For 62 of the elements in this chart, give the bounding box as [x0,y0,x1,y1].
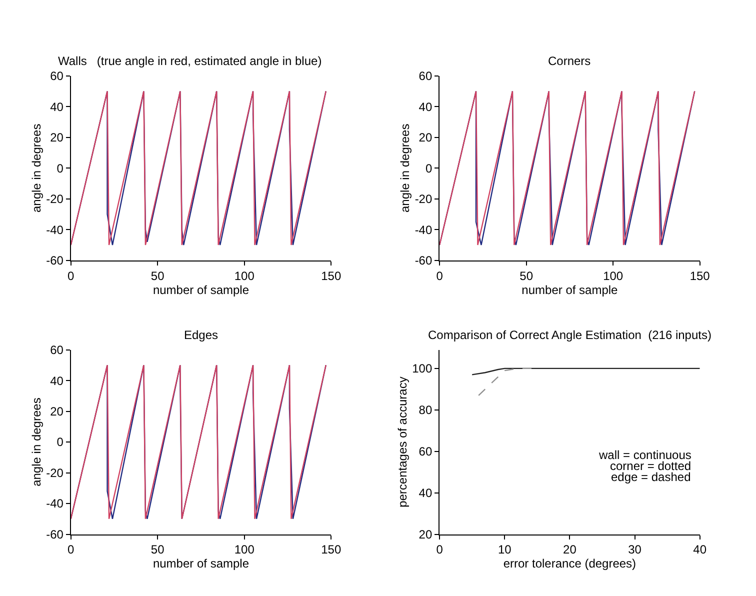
y-tick-label: 40 [418,100,432,114]
y-tick-label: 80 [418,403,432,418]
chart-title: Walls (true angle in red, estimated angle in blue) [58,54,322,68]
annotation: wall = continuous [598,448,692,462]
y-tick-label: 20 [418,130,432,145]
x-tick-label: 100 [234,542,255,557]
x-tick-label: 30 [628,542,642,557]
x-tick-label: 150 [690,268,710,283]
x-axis-title: number of sample [522,282,618,297]
y-axis-title: angle in degrees [29,398,44,486]
chart-title: Comparison of Correct Angle Estimation (216 inputs) [428,328,712,342]
y-tick-label: -40 [46,496,64,511]
y-tick-label: 40 [50,374,64,388]
y-tick-label: 60 [50,343,64,358]
y-axis-title: angle in degrees [398,124,412,212]
y-tick-label: 40 [50,100,64,114]
line-series [70,90,327,246]
y-tick-label: 60 [50,69,64,84]
x-tick-label: 100 [603,268,624,283]
x-tick-label: 10 [498,542,512,557]
x-tick-label: 50 [150,542,165,557]
y-tick-label: -20 [414,192,432,206]
x-axis-title: error tolerance (degrees) [503,556,636,571]
x-axis-title: number of sample [152,282,250,297]
y-tick-label: 20 [50,404,64,418]
y-tick-label: 0 [56,435,64,450]
y-tick-label: 20 [50,130,64,145]
y-axis-title: angle in degrees [29,124,44,212]
y-tick-label: -40 [414,222,432,237]
x-tick-label: 0 [436,268,444,283]
x-tick-label: 0 [67,542,74,557]
y-tick-label: 40 [418,486,432,500]
y-tick-label: -60 [414,254,432,268]
x-tick-label: 50 [520,268,534,283]
y-tick-label: 60 [418,69,432,84]
x-tick-label: 40 [693,542,707,557]
y-tick-label: -20 [46,192,64,206]
x-tick-label: 20 [563,542,577,557]
chart-title: Corners [548,54,591,68]
y-tick-label: 0 [425,161,432,176]
line-series [472,368,700,376]
y-tick-label: -60 [46,254,64,268]
y-tick-label: -20 [46,466,64,480]
x-tick-label: 150 [321,268,342,283]
x-tick-label: 100 [234,268,255,283]
y-axis-title: percentages of accuracy [395,376,410,508]
x-tick-label: 150 [321,542,342,557]
annotation: edge = dashed [611,470,691,484]
x-tick-label: 0 [436,542,444,557]
chart-title: Edges [184,328,218,342]
y-tick-label: 0 [56,161,64,176]
line-series [440,90,696,246]
y-tick-label: 60 [418,444,432,459]
x-tick-label: 50 [150,268,165,283]
x-axis-title: number of sample [152,556,250,571]
y-tick-label: -60 [46,527,64,542]
annotation: corner = dotted [610,459,692,473]
y-tick-label: 20 [418,527,432,542]
y-tick-label: -40 [46,222,64,237]
y-tick-label: 100 [412,362,432,376]
x-tick-label: 0 [67,268,74,283]
line-series [70,364,327,520]
